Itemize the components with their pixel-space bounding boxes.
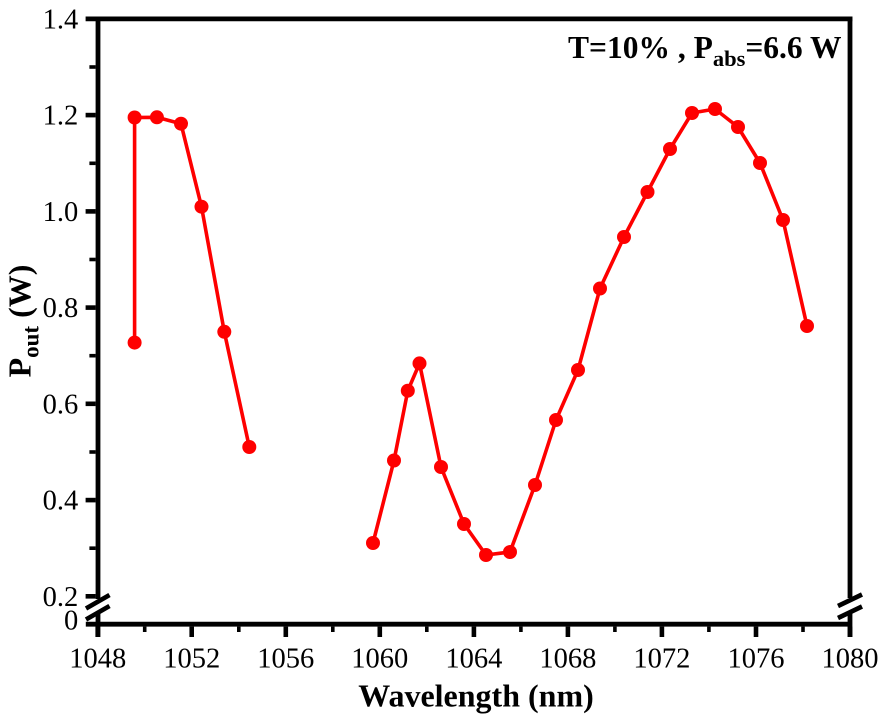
svg-text:1080: 1080	[822, 644, 879, 675]
svg-text:1.2: 1.2	[43, 101, 79, 132]
svg-text:0.8: 0.8	[43, 293, 79, 324]
svg-text:0.4: 0.4	[43, 486, 79, 517]
svg-text:Pout (W): Pout (W)	[2, 265, 44, 378]
svg-text:0: 0	[64, 606, 78, 637]
svg-text:1.4: 1.4	[43, 4, 79, 35]
svg-text:1052: 1052	[163, 644, 220, 675]
svg-text:T=10% , Pabs=6.6 W: T=10% , Pabs=6.6 W	[568, 30, 842, 71]
svg-text:1072: 1072	[633, 644, 690, 675]
svg-text:0.2: 0.2	[43, 582, 79, 613]
svg-text:1068: 1068	[539, 644, 596, 675]
svg-text:1060: 1060	[351, 644, 408, 675]
svg-text:1064: 1064	[445, 644, 502, 675]
svg-text:1056: 1056	[257, 644, 314, 675]
svg-text:1.0: 1.0	[43, 197, 79, 228]
svg-text:1048: 1048	[69, 644, 126, 675]
svg-text:1076: 1076	[728, 644, 785, 675]
svg-text:0.6: 0.6	[43, 389, 79, 420]
svg-text:Wavelength (nm): Wavelength (nm)	[358, 678, 594, 714]
